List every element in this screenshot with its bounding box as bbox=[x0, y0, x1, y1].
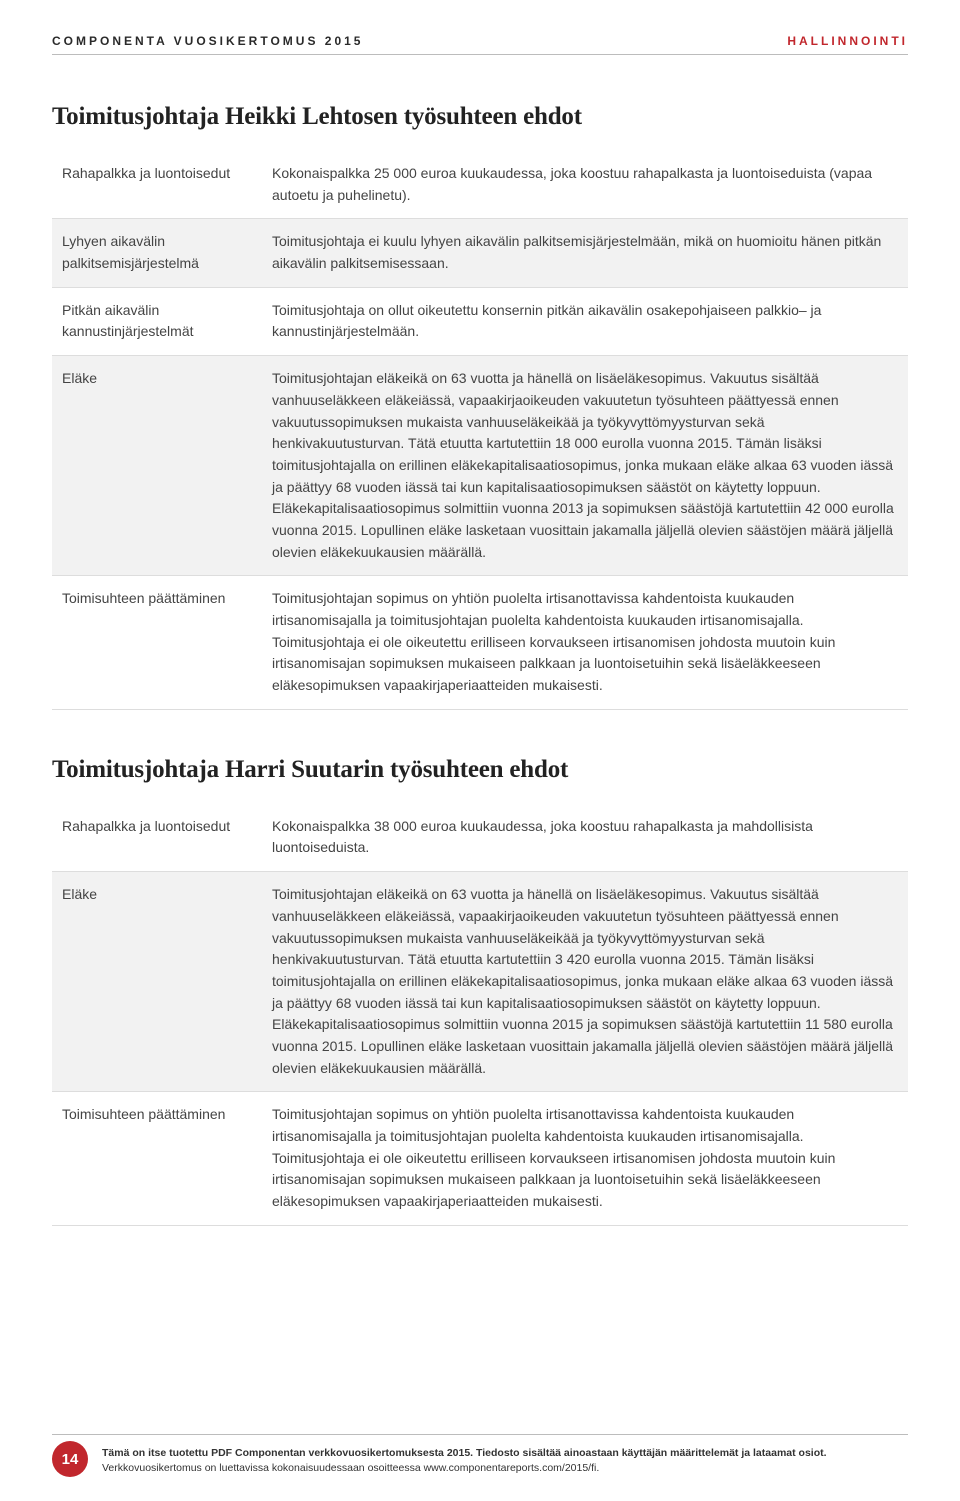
row-label: Rahapalkka ja luontoisedut bbox=[52, 804, 272, 872]
table-row: Eläke Toimitusjohtajan eläkeikä on 63 vu… bbox=[52, 872, 908, 1092]
row-label: Toimisuhteen päättäminen bbox=[52, 1092, 272, 1225]
footer-line1: Tämä on itse tuotettu PDF Componentan ve… bbox=[102, 1447, 827, 1459]
section1-table: Rahapalkka ja luontoisedut Kokonaispalkk… bbox=[52, 151, 908, 710]
page-header: COMPONENTA VUOSIKERTOMUS 2015 HALLINNOIN… bbox=[52, 34, 908, 55]
row-value: Toimitusjohtaja ei kuulu lyhyen aikaväli… bbox=[272, 219, 908, 287]
row-value: Kokonaispalkka 25 000 euroa kuukaudessa,… bbox=[272, 151, 908, 219]
document-page: COMPONENTA VUOSIKERTOMUS 2015 HALLINNOIN… bbox=[0, 0, 960, 1501]
row-value: Toimitusjohtajan eläkeikä on 63 vuotta j… bbox=[272, 872, 908, 1092]
row-label: Toimisuhteen päättäminen bbox=[52, 576, 272, 709]
section2-table: Rahapalkka ja luontoisedut Kokonaispalkk… bbox=[52, 804, 908, 1226]
row-value: Kokonaispalkka 38 000 euroa kuukaudessa,… bbox=[272, 804, 908, 872]
row-value: Toimitusjohtaja on ollut oikeutettu kons… bbox=[272, 287, 908, 355]
table-row: Eläke Toimitusjohtajan eläkeikä on 63 vu… bbox=[52, 356, 908, 576]
row-label: Eläke bbox=[52, 872, 272, 1092]
row-label: Lyhyen aikavälin palkitsemisjärjestelmä bbox=[52, 219, 272, 287]
header-left: COMPONENTA VUOSIKERTOMUS 2015 bbox=[52, 34, 363, 48]
header-right: HALLINNOINTI bbox=[787, 34, 908, 48]
row-value: Toimitusjohtajan eläkeikä on 63 vuotta j… bbox=[272, 356, 908, 576]
table-row: Toimisuhteen päättäminen Toimitusjohtaja… bbox=[52, 1092, 908, 1225]
table-row: Toimisuhteen päättäminen Toimitusjohtaja… bbox=[52, 576, 908, 709]
table-row: Lyhyen aikavälin palkitsemisjärjestelmä … bbox=[52, 219, 908, 287]
table-row: Rahapalkka ja luontoisedut Kokonaispalkk… bbox=[52, 151, 908, 219]
table-row: Rahapalkka ja luontoisedut Kokonaispalkk… bbox=[52, 804, 908, 872]
footer-text: Tämä on itse tuotettu PDF Componentan ve… bbox=[102, 1446, 827, 1475]
table-row: Pitkän aikavälin kannustinjärjestelmät T… bbox=[52, 287, 908, 355]
section1-title: Toimitusjohtaja Heikki Lehtosen työsuhte… bbox=[52, 103, 908, 131]
footer-line2: Verkkovuosikertomus on luettavissa kokon… bbox=[102, 1462, 599, 1474]
row-value: Toimitusjohtajan sopimus on yhtiön puole… bbox=[272, 1092, 908, 1225]
row-label: Eläke bbox=[52, 356, 272, 576]
row-value: Toimitusjohtajan sopimus on yhtiön puole… bbox=[272, 576, 908, 709]
row-label: Rahapalkka ja luontoisedut bbox=[52, 151, 272, 219]
row-label: Pitkän aikavälin kannustinjärjestelmät bbox=[52, 287, 272, 355]
page-number-badge: 14 bbox=[52, 1441, 88, 1477]
page-footer: 14 Tämä on itse tuotettu PDF Componentan… bbox=[52, 1434, 908, 1477]
section-spacer bbox=[52, 710, 908, 756]
section2-title: Toimitusjohtaja Harri Suutarin työsuhtee… bbox=[52, 756, 908, 784]
